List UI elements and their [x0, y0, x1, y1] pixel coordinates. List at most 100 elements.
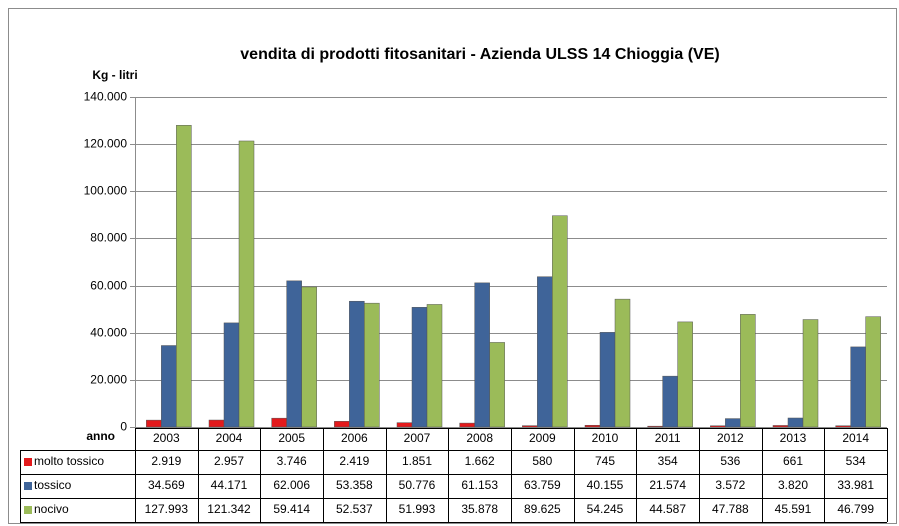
bar — [489, 342, 505, 428]
bar — [772, 425, 789, 428]
bar — [740, 314, 756, 428]
bar — [584, 424, 601, 428]
bar — [161, 345, 177, 428]
chart-title: vendita di prodotti fitosanitari - Azien… — [240, 46, 719, 63]
data-label: 2.919 — [151, 454, 181, 468]
data-label: 52.537 — [336, 502, 373, 516]
y-axis-label: Kg - litri — [92, 68, 137, 82]
data-label: 62.006 — [273, 478, 310, 492]
bar — [710, 425, 726, 428]
data-label: 44.171 — [211, 478, 248, 492]
data-label: 745 — [595, 454, 615, 468]
data-label: 50.776 — [399, 478, 436, 492]
legend-label: molto tossico — [34, 454, 104, 468]
bar — [286, 280, 302, 428]
x-tick-label: 2011 — [655, 431, 681, 445]
data-label: 59.414 — [273, 502, 310, 516]
data-label: 354 — [658, 454, 678, 468]
y-tick-label: 120.000 — [84, 137, 128, 151]
data-label: 580 — [532, 454, 552, 468]
bar — [599, 332, 616, 428]
bar — [537, 276, 553, 428]
x-tick-label: 2007 — [404, 431, 431, 445]
bar — [552, 215, 568, 428]
x-tick-label: 2004 — [216, 431, 243, 445]
bar — [677, 321, 693, 428]
data-label: 1.662 — [465, 454, 495, 468]
data-label: 35.878 — [461, 502, 498, 516]
data-label: 45.591 — [775, 502, 812, 516]
data-label: 534 — [846, 454, 866, 468]
data-label: 63.759 — [524, 478, 561, 492]
data-label: 2.419 — [339, 454, 369, 468]
y-tick-label: 40.000 — [90, 326, 127, 340]
data-label: 21.574 — [649, 478, 686, 492]
x-axis-label: anno — [86, 429, 115, 443]
bar — [647, 425, 663, 428]
bar — [787, 417, 804, 428]
bar — [334, 421, 350, 428]
legend-key — [24, 458, 32, 466]
bar — [835, 425, 851, 428]
x-tick-label: 2014 — [842, 431, 869, 445]
bar — [850, 346, 866, 428]
legend-key — [24, 506, 32, 514]
data-label: 40.155 — [587, 478, 624, 492]
legend-key — [24, 482, 32, 490]
data-label: 536 — [720, 454, 740, 468]
x-tick-label: 2010 — [592, 431, 619, 445]
chart-frame — [8, 8, 897, 524]
data-label: 3.572 — [715, 478, 745, 492]
data-label: 53.358 — [336, 478, 373, 492]
y-tick-label: 80.000 — [90, 231, 127, 245]
bar — [411, 307, 428, 428]
y-tick-label: 140.000 — [84, 90, 128, 104]
x-tick-label: 2005 — [278, 431, 305, 445]
x-tick-label: 2008 — [466, 431, 493, 445]
x-tick-label: 2006 — [341, 431, 368, 445]
y-tick-label: 0 — [120, 420, 127, 434]
data-label: 127.993 — [145, 502, 189, 516]
bar — [238, 140, 255, 428]
data-label: 54.245 — [587, 502, 624, 516]
legend-label: nocivo — [34, 502, 69, 516]
bar — [146, 419, 162, 428]
data-label: 33.981 — [837, 478, 874, 492]
bar — [176, 125, 192, 428]
bar — [865, 316, 881, 428]
bar — [474, 282, 490, 428]
bar — [426, 304, 443, 428]
bar — [396, 422, 413, 428]
data-label: 661 — [783, 454, 803, 468]
bar — [223, 322, 240, 428]
bar — [725, 418, 741, 428]
data-label: 2.957 — [214, 454, 244, 468]
bar — [662, 375, 678, 428]
bar — [802, 319, 819, 428]
data-label: 51.993 — [399, 502, 436, 516]
data-label: 47.788 — [712, 502, 749, 516]
data-label: 3.746 — [277, 454, 307, 468]
y-tick-label: 20.000 — [90, 373, 127, 387]
y-tick-label: 100.000 — [84, 184, 128, 198]
data-label: 61.153 — [461, 478, 498, 492]
data-label: 44.587 — [649, 502, 686, 516]
data-label: 1.851 — [402, 454, 432, 468]
bar — [614, 298, 631, 428]
bar — [271, 417, 287, 428]
legend-label: tossico — [34, 478, 72, 492]
data-label: 89.625 — [524, 502, 561, 516]
data-label: 34.569 — [148, 478, 185, 492]
bar — [301, 286, 317, 428]
bar — [208, 419, 225, 428]
bar — [349, 300, 365, 428]
x-tick-label: 2013 — [780, 431, 807, 445]
x-tick-label: 2009 — [529, 431, 556, 445]
data-label: 46.799 — [837, 502, 874, 516]
bar — [459, 422, 475, 428]
bar — [364, 302, 380, 428]
bar — [522, 425, 538, 428]
data-label: 121.342 — [207, 502, 251, 516]
data-label: 3.820 — [778, 478, 808, 492]
